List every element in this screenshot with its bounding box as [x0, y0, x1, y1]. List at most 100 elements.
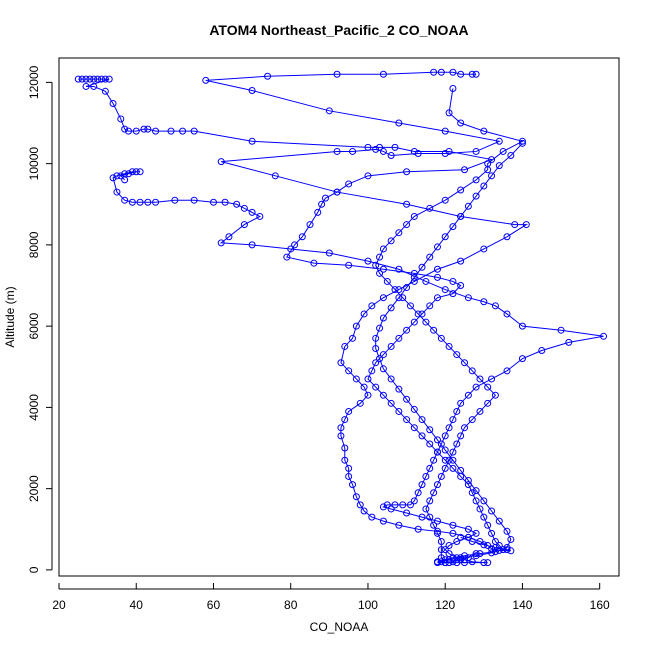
data-point [484, 399, 492, 407]
data-point [472, 176, 480, 184]
data-point [341, 456, 349, 464]
data-point [457, 282, 465, 290]
data-point [433, 265, 441, 273]
data-point [86, 75, 94, 83]
data-point [337, 359, 345, 367]
data-point [287, 245, 295, 253]
data-point [318, 200, 326, 208]
y-tick-label: 0 [27, 566, 41, 573]
data-point [484, 383, 492, 391]
data-point [410, 405, 418, 413]
data-point [441, 286, 449, 294]
data-point [379, 365, 387, 373]
data-point [449, 464, 457, 472]
data-point [387, 375, 395, 383]
data-point [109, 100, 117, 107]
data-point [461, 166, 469, 174]
data-point [422, 505, 430, 513]
data-point [132, 127, 140, 135]
data-point [233, 200, 241, 208]
data-point [472, 529, 480, 537]
data-point [399, 501, 407, 509]
data-point [538, 347, 546, 355]
data-point [410, 147, 418, 155]
data-point [426, 253, 434, 261]
data-point [403, 284, 411, 292]
data-point [360, 383, 368, 391]
data-point [167, 127, 175, 135]
data-point [472, 487, 480, 495]
data-point [364, 172, 372, 180]
data-point [90, 82, 98, 90]
plot-layer [74, 68, 608, 567]
data-point [433, 517, 441, 525]
data-point [121, 125, 129, 133]
data-point [468, 367, 476, 375]
data-point [503, 527, 511, 535]
data-point [395, 286, 403, 294]
data-point [453, 407, 461, 415]
data-point [368, 302, 376, 310]
data-point [144, 198, 152, 206]
data-point [441, 446, 449, 454]
data-point [271, 172, 279, 180]
data-point [349, 147, 357, 155]
x-tick-label: 100 [358, 598, 378, 612]
data-point [507, 152, 515, 160]
data-point [422, 318, 430, 326]
data-point [403, 395, 411, 403]
data-point [345, 261, 353, 269]
data-point [472, 192, 480, 200]
data-point [449, 448, 457, 456]
data-point [379, 391, 387, 399]
data-point [437, 537, 445, 545]
data-point [395, 294, 403, 302]
data-point [333, 70, 341, 78]
data-point [457, 119, 465, 127]
data-point [90, 75, 98, 83]
data-point [484, 166, 492, 174]
data-point [395, 334, 403, 342]
data-point [132, 168, 140, 176]
data-point [368, 367, 376, 375]
data-point [461, 559, 469, 567]
data-point [202, 76, 210, 84]
data-point [403, 200, 411, 208]
data-point [445, 147, 453, 155]
data-point [491, 391, 499, 399]
data-point [476, 407, 484, 415]
data-point [426, 440, 434, 448]
data-point [449, 529, 457, 537]
data-point [464, 477, 472, 485]
data-point [128, 168, 136, 176]
data-point [352, 375, 360, 383]
data-point [310, 259, 318, 267]
data-point [480, 127, 488, 135]
data-point [410, 497, 418, 505]
data-point [113, 172, 121, 180]
data-point [403, 509, 411, 517]
data-point [430, 68, 438, 76]
data-point [453, 351, 461, 359]
data-point [445, 550, 453, 558]
data-point [248, 87, 256, 94]
data-point [345, 464, 353, 472]
data-point [391, 501, 399, 509]
data-point [437, 334, 445, 342]
data-point [449, 558, 457, 566]
data-point [352, 493, 360, 501]
data-point [240, 204, 248, 212]
data-point [101, 87, 109, 95]
data-point [518, 322, 526, 330]
data-point [441, 464, 449, 472]
data-point [445, 342, 453, 350]
data-point [140, 125, 148, 133]
data-point [468, 558, 476, 566]
data-point [484, 559, 492, 567]
y-tick-label: 4000 [27, 394, 41, 421]
data-point [472, 552, 480, 560]
data-point [306, 221, 314, 229]
data-point [503, 233, 511, 241]
data-point [518, 355, 526, 363]
data-point [468, 489, 476, 497]
